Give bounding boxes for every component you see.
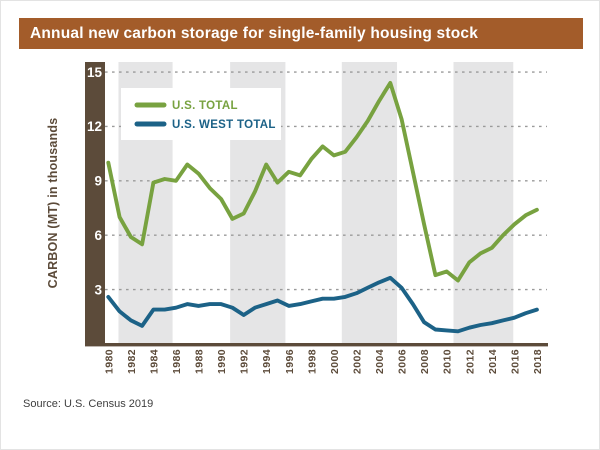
chart-title: Annual new carbon storage for single-fam… [30, 24, 479, 42]
background-bands [118, 62, 514, 344]
y-tick-label-3: 3 [94, 282, 102, 297]
legend-label-us-total: U.S. TOTAL [172, 100, 238, 112]
x-tick-label-1992: 1992 [239, 349, 251, 374]
x-tick-label-2008: 2008 [419, 349, 431, 374]
x-tick-label-2016: 2016 [509, 349, 521, 374]
x-tick-label-2004: 2004 [374, 349, 386, 374]
y-tick-label-12: 12 [87, 119, 102, 134]
y-axis-title: CARBON (MT) in thousands [46, 118, 60, 289]
x-tick-label-1982: 1982 [126, 349, 138, 374]
x-tick-label-1998: 1998 [306, 349, 318, 374]
y-tick-label-9: 9 [94, 174, 102, 189]
y-tick-label-6: 6 [94, 228, 102, 243]
background-band [341, 62, 398, 344]
x-tick-label-1984: 1984 [148, 349, 160, 374]
x-tick-label-1986: 1986 [171, 349, 183, 374]
x-tick-label-1980: 1980 [103, 349, 115, 374]
x-tick-label-2012: 2012 [464, 349, 476, 374]
x-tick-label-2010: 2010 [442, 349, 454, 374]
us-total-line [106, 80, 539, 283]
x-tick-label-2000: 2000 [329, 349, 341, 374]
x-tick-label-1994: 1994 [261, 349, 273, 374]
us-west-total-line [106, 275, 539, 334]
chart-title-bar: Annual new carbon storage for single-fam… [19, 18, 583, 49]
y-tick-labels: 3 6 9 12 15 [87, 65, 103, 298]
x-tick-label-2018: 2018 [532, 349, 544, 374]
x-tick-label-1988: 1988 [194, 349, 206, 374]
legend: U.S. TOTAL U.S. WEST TOTAL [121, 88, 281, 140]
x-tick-label-2006: 2006 [397, 349, 409, 374]
x-tick-labels: 1980 1982 1984 1986 1988 1990 1992 1994 1996 1998… [103, 349, 544, 374]
x-axis-line [85, 343, 548, 347]
legend-box [121, 88, 281, 140]
x-tick-label-2014: 2014 [487, 349, 499, 374]
source-note: Source: U.S. Census 2019 [23, 398, 154, 410]
x-tick-label-1990: 1990 [216, 349, 228, 374]
background-band [453, 62, 514, 344]
x-tick-label-1996: 1996 [284, 349, 296, 374]
y-tick-label-15: 15 [87, 65, 103, 80]
y-axis-bar [85, 62, 105, 344]
legend-label-us-west-total: U.S. WEST TOTAL [172, 119, 276, 131]
x-tick-label-2002: 2002 [352, 349, 364, 374]
